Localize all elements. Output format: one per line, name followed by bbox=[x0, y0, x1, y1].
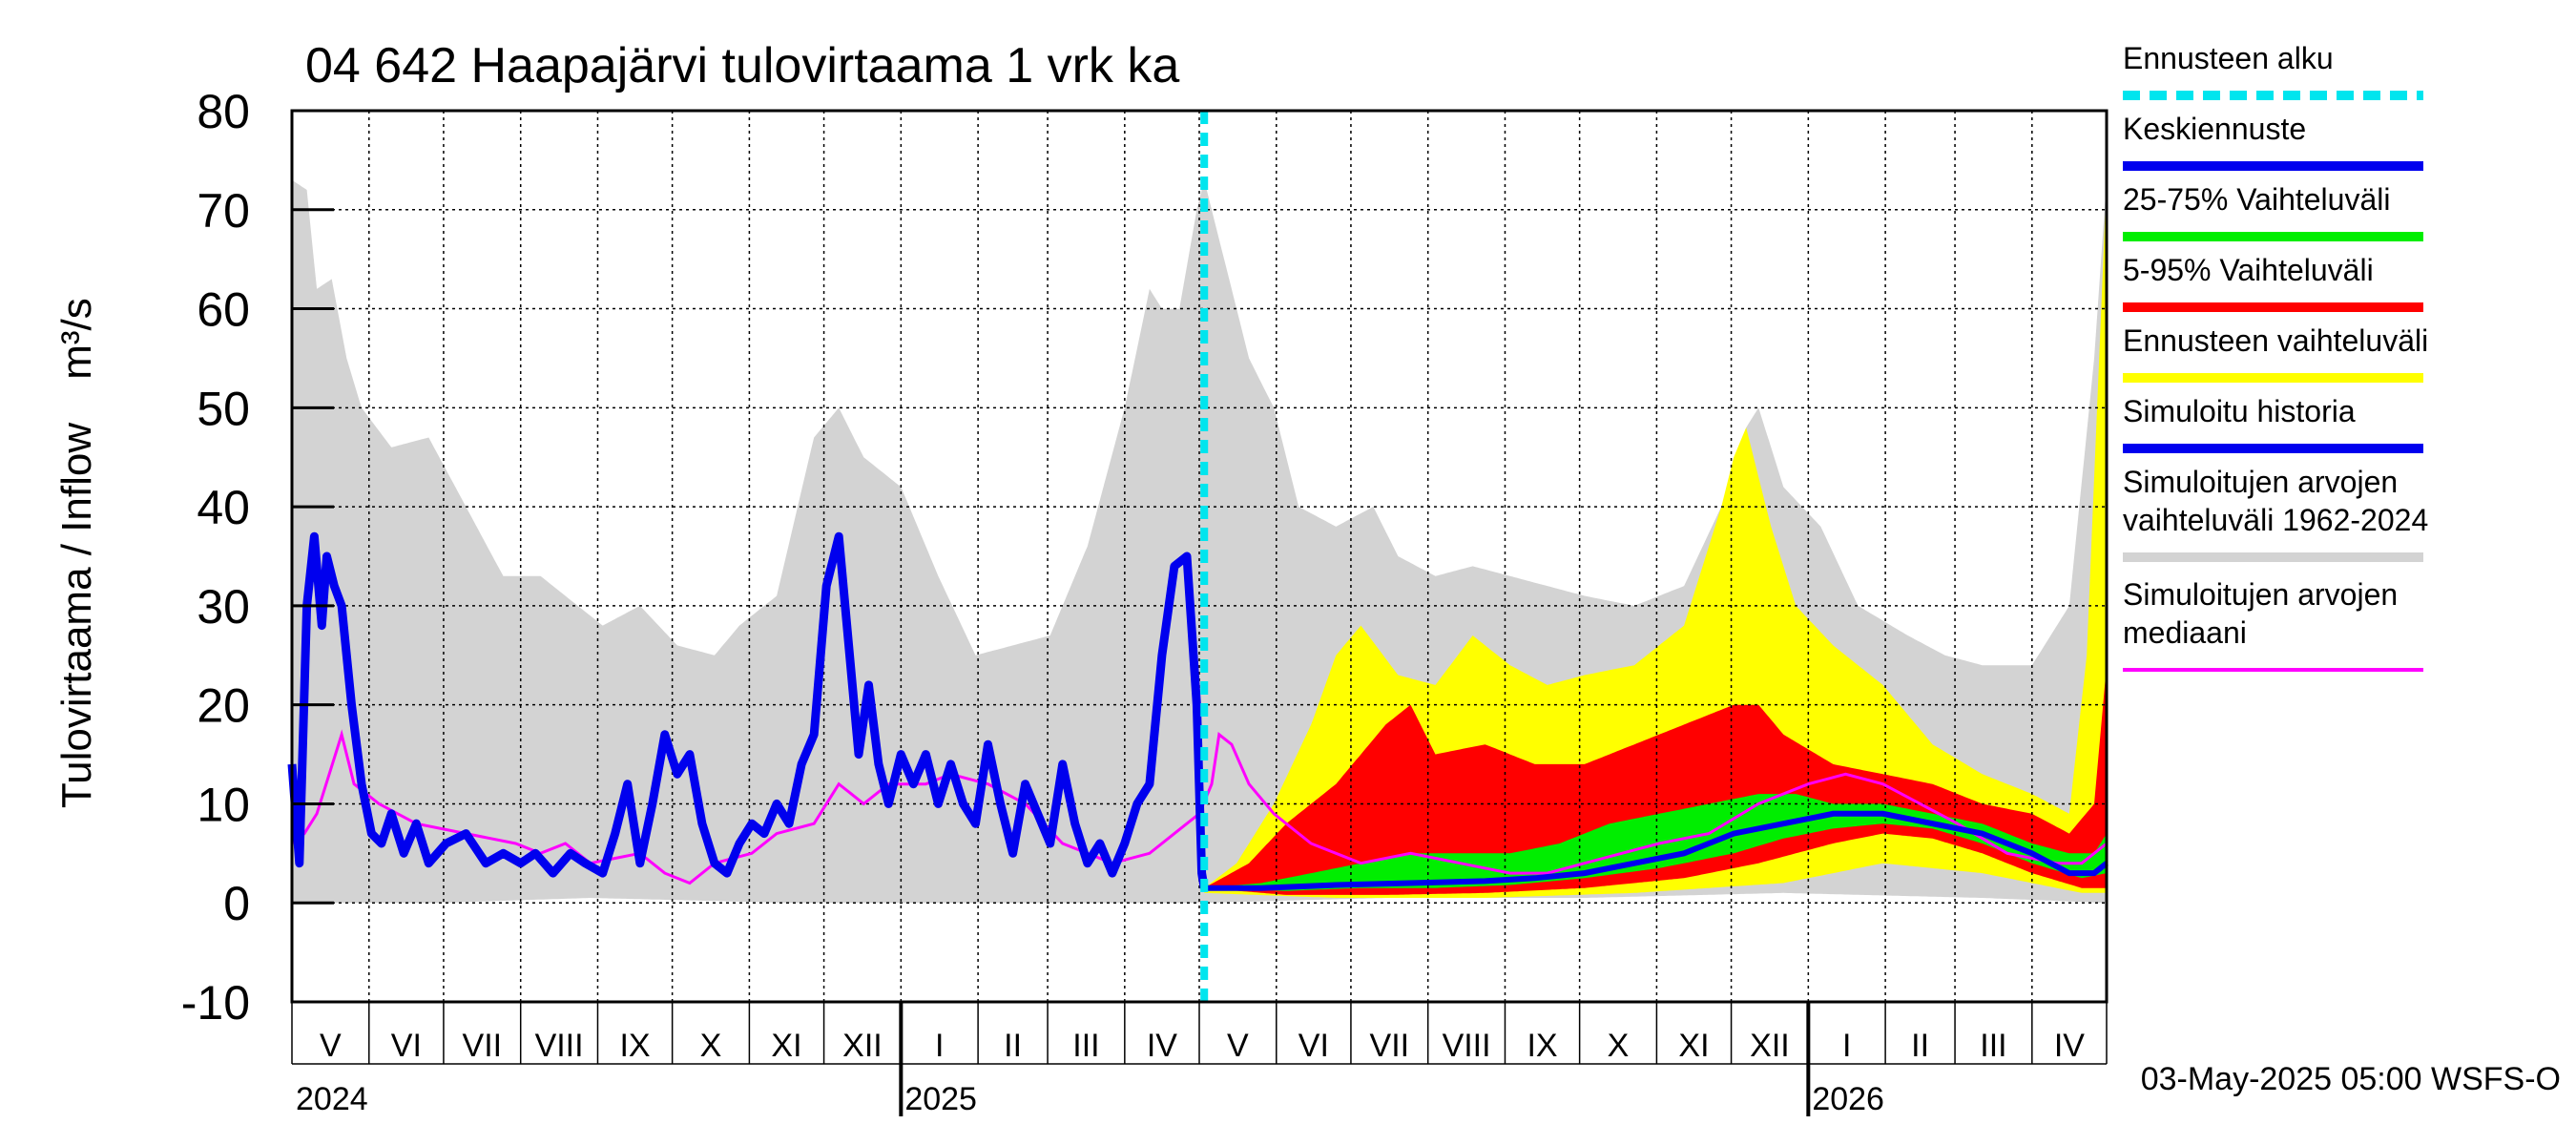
month-label: VIII bbox=[535, 1028, 584, 1064]
month-label: IV bbox=[1147, 1028, 1177, 1064]
series-p25-75 bbox=[1204, 794, 2107, 891]
month-label: I bbox=[935, 1028, 944, 1064]
y-axis: -10 0 10 20 30 40 50 60 70 80 bbox=[181, 85, 334, 1030]
month-label: VI bbox=[391, 1028, 422, 1064]
legend: Ennusteen alku Keskiennuste 25-75% Vaihtel… bbox=[2123, 41, 2428, 672]
month-label: IX bbox=[619, 1028, 650, 1064]
month-label: XII bbox=[1750, 1028, 1790, 1064]
x-axis: V VI VII VIII IX X XI XII I II III IV V VI VII VIII IX X X… bbox=[291, 1002, 2108, 1117]
legend-label-p5-95: 5-95% Vaihteluväli bbox=[2123, 253, 2374, 287]
timestamp: 03-May-2025 05:00 WSFS-O bbox=[2141, 1061, 2561, 1097]
month-label: XI bbox=[1678, 1028, 1709, 1064]
month-label: XI bbox=[771, 1028, 801, 1064]
series-p5-95 bbox=[1204, 665, 2107, 895]
month-label: XII bbox=[842, 1028, 883, 1064]
month-label: X bbox=[1608, 1028, 1630, 1064]
grid bbox=[292, 111, 2107, 1002]
y-tick-label: 0 bbox=[223, 877, 250, 930]
month-label: II bbox=[1911, 1028, 1929, 1064]
plot-area bbox=[287, 111, 2109, 1002]
legend-label-hist-median: Simuloitujen arvojen mediaani bbox=[2123, 577, 2398, 650]
chart-title: 04 642 Haapajärvi tulovirtaama 1 vrk ka bbox=[305, 38, 1179, 94]
y-tick-label: 10 bbox=[197, 778, 250, 831]
y-tick-label: 80 bbox=[197, 85, 250, 138]
year-label: 2024 bbox=[296, 1081, 368, 1117]
month-label: IX bbox=[1527, 1028, 1557, 1064]
y-tick-label: 50 bbox=[197, 382, 250, 435]
month-label: VII bbox=[463, 1028, 503, 1064]
month-label: V bbox=[1227, 1028, 1249, 1064]
month-label: IV bbox=[2054, 1028, 2085, 1064]
y-axis-unit: m³/s bbox=[53, 298, 100, 380]
y-tick-label: 40 bbox=[197, 481, 250, 534]
month-label: VI bbox=[1298, 1028, 1329, 1064]
month-label: III bbox=[1072, 1028, 1099, 1064]
y-tick-label: 20 bbox=[197, 679, 250, 733]
series-hist-median bbox=[291, 729, 2108, 885]
month-label: VII bbox=[1370, 1028, 1410, 1064]
legend-label-forecast-range: Ennusteen vaihteluväli bbox=[2123, 323, 2428, 358]
y-tick-label: 30 bbox=[197, 580, 250, 634]
y-tick-label: -10 bbox=[181, 976, 250, 1030]
legend-label-sim-history: Simuloitu historia bbox=[2123, 394, 2356, 428]
y-axis-label: Tulovirtaama / Inflow bbox=[53, 423, 100, 809]
month-label: III bbox=[1980, 1028, 2006, 1064]
year-label: 2026 bbox=[1812, 1081, 1884, 1117]
series-sim-history bbox=[287, 531, 1209, 889]
month-label: I bbox=[1842, 1028, 1851, 1064]
legend-label-hist-range: Simuloitujen arvojen vaihteluväli 1962-20… bbox=[2123, 465, 2428, 537]
y-tick-label: 60 bbox=[197, 283, 250, 337]
month-label: X bbox=[700, 1028, 722, 1064]
month-label: II bbox=[1004, 1028, 1022, 1064]
month-label: VIII bbox=[1443, 1028, 1491, 1064]
legend-label-forecast-start: Ennusteen alku bbox=[2123, 41, 2334, 75]
legend-label-mean-forecast: Keskiennuste bbox=[2123, 112, 2306, 146]
legend-label-p25-75: 25-75% Vaihteluväli bbox=[2123, 182, 2390, 217]
series-forecast-range bbox=[1204, 179, 2107, 899]
month-label: V bbox=[320, 1028, 342, 1064]
year-label: 2025 bbox=[904, 1081, 977, 1117]
y-tick-label: 70 bbox=[197, 184, 250, 238]
series-mean-forecast bbox=[1204, 810, 2109, 891]
